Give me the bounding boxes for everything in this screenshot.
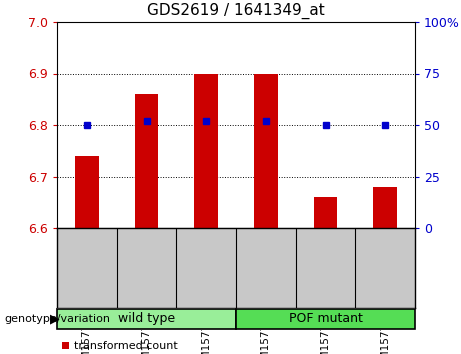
Bar bbox=[254, 74, 278, 228]
Bar bbox=[194, 74, 218, 228]
Bar bbox=[313, 197, 337, 228]
Bar bbox=[135, 94, 159, 228]
Text: wild type: wild type bbox=[118, 312, 175, 325]
Bar bbox=[57, 309, 236, 329]
Text: POF mutant: POF mutant bbox=[289, 312, 362, 325]
Text: transformed count: transformed count bbox=[74, 341, 178, 350]
Title: GDS2619 / 1641349_at: GDS2619 / 1641349_at bbox=[147, 3, 325, 19]
Text: genotype/variation: genotype/variation bbox=[5, 314, 111, 324]
Bar bbox=[373, 187, 397, 228]
Bar bbox=[236, 309, 415, 329]
Text: ▶: ▶ bbox=[50, 312, 60, 325]
Bar bbox=[75, 156, 99, 228]
